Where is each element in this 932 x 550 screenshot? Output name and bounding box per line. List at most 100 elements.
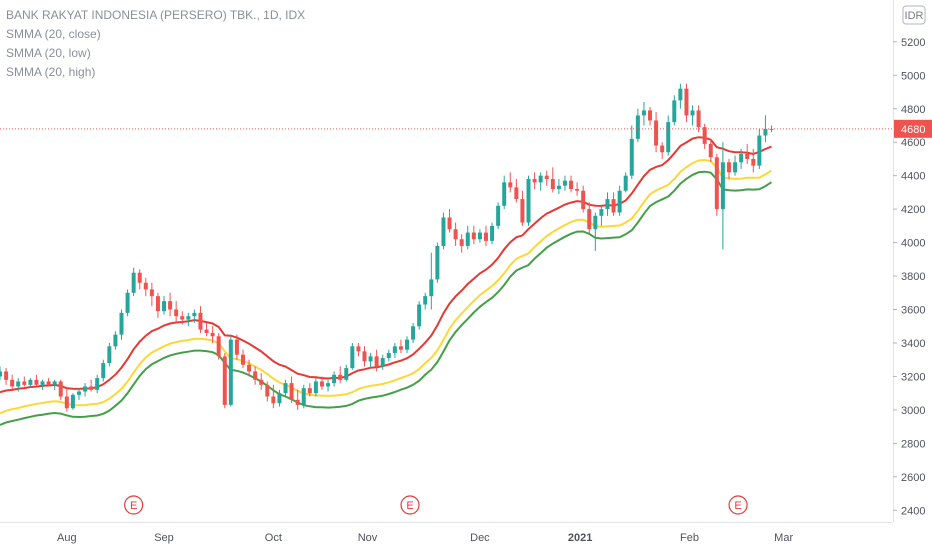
- candle-up: [757, 135, 762, 166]
- candle-down: [362, 351, 367, 362]
- candle-down: [168, 301, 173, 310]
- candle-down: [137, 272, 142, 283]
- candle-up: [429, 279, 434, 297]
- candle-down: [34, 379, 39, 385]
- y-tick-label: 5000: [901, 70, 925, 82]
- candle-down: [702, 127, 707, 144]
- candle-up: [125, 292, 130, 313]
- legend-smma-low: SMMA (20, low): [6, 46, 91, 60]
- candle-down: [751, 158, 756, 166]
- candle-down: [149, 289, 154, 297]
- candle-down: [696, 110, 701, 128]
- candle-up: [629, 138, 634, 176]
- candle-up: [131, 272, 136, 293]
- candle-down: [575, 189, 580, 191]
- candle-down: [234, 339, 239, 355]
- legend: BANK RAKYAT INDONESIA (PERSERO) TBK., 1D…: [6, 6, 305, 82]
- candle-up: [192, 312, 197, 317]
- candle-down: [356, 346, 361, 352]
- candle-up: [666, 122, 671, 153]
- candle-down: [289, 383, 294, 400]
- candle-down: [174, 309, 179, 317]
- candle-up: [496, 205, 501, 226]
- candle-down: [295, 399, 300, 405]
- candle-down: [338, 374, 343, 380]
- candle-down: [89, 386, 94, 390]
- candle-down: [259, 379, 264, 385]
- candle-up: [538, 175, 543, 183]
- x-tick-label: Feb: [680, 532, 699, 544]
- x-tick-label: Nov: [358, 532, 378, 544]
- candle-up: [162, 301, 167, 312]
- y-tick-label: 2400: [901, 505, 925, 517]
- last-price-label: 4680: [901, 124, 925, 136]
- y-tick-label: 3800: [901, 271, 925, 283]
- earnings-marker-label: E: [130, 500, 137, 512]
- candle-up: [477, 232, 482, 240]
- candle-up: [0, 371, 2, 377]
- candle-down: [155, 296, 160, 312]
- y-tick-label: 4000: [901, 238, 925, 250]
- y-tick-label: 3000: [901, 405, 925, 417]
- candle-up: [228, 339, 233, 405]
- legend-smma-high: SMMA (20, high): [6, 65, 96, 79]
- candle-up: [186, 316, 191, 320]
- smma-low-line: [0, 158, 773, 415]
- candle-down: [520, 199, 525, 223]
- candle-down: [143, 282, 148, 290]
- y-tick-label: 3600: [901, 305, 925, 317]
- earnings-marker-label: E: [406, 500, 413, 512]
- currency-box: [902, 5, 926, 25]
- candle-down: [247, 364, 252, 372]
- candle-up: [526, 179, 531, 223]
- candle-down: [532, 179, 537, 183]
- chart-title: BANK RAKYAT INDONESIA (PERSERO) TBK., 1D…: [6, 8, 306, 22]
- candle-up: [350, 346, 355, 369]
- y-tick-label: 4400: [901, 171, 925, 183]
- candle-up: [617, 190, 622, 213]
- candle-down: [447, 217, 452, 230]
- candle-down: [483, 232, 488, 241]
- candle-down: [271, 396, 276, 404]
- y-tick-label: 3400: [901, 338, 925, 350]
- candle-down: [204, 329, 209, 333]
- candle-down: [745, 153, 750, 159]
- candle-up: [435, 245, 440, 280]
- candle-up: [599, 209, 604, 216]
- candle-down: [46, 381, 51, 385]
- candle-up: [763, 128, 768, 136]
- candle-up: [40, 381, 45, 385]
- x-tick-label: Dec: [470, 532, 490, 544]
- candle-down: [265, 384, 270, 397]
- candle-up: [405, 339, 410, 350]
- candle-up: [605, 199, 610, 210]
- x-tick-label: Mar: [774, 532, 793, 544]
- candle-down: [654, 120, 659, 146]
- candle-up: [392, 346, 397, 354]
- candle-up: [465, 232, 470, 246]
- candle-down: [198, 312, 203, 330]
- candle-up: [70, 394, 75, 409]
- candle-down: [216, 336, 221, 357]
- candle-down: [508, 182, 513, 188]
- candle-up: [119, 312, 124, 335]
- candle-up: [672, 100, 677, 123]
- candle-down: [22, 381, 27, 385]
- candle-up: [344, 368, 349, 380]
- candle-up: [593, 215, 598, 230]
- y-tick-label: 4800: [901, 104, 925, 116]
- candle-up: [368, 356, 373, 362]
- candle-down: [240, 354, 245, 365]
- candle-down: [58, 381, 63, 397]
- candle-down: [253, 371, 258, 380]
- candle-up: [332, 374, 337, 384]
- earnings-marker: [124, 495, 144, 515]
- candle-up: [720, 162, 725, 210]
- candle-down: [64, 396, 69, 409]
- x-tick-label: 2021: [568, 532, 592, 544]
- candle-up: [441, 217, 446, 246]
- candle-down: [180, 316, 185, 320]
- candle-down: [319, 381, 324, 387]
- candle-down: [514, 187, 519, 200]
